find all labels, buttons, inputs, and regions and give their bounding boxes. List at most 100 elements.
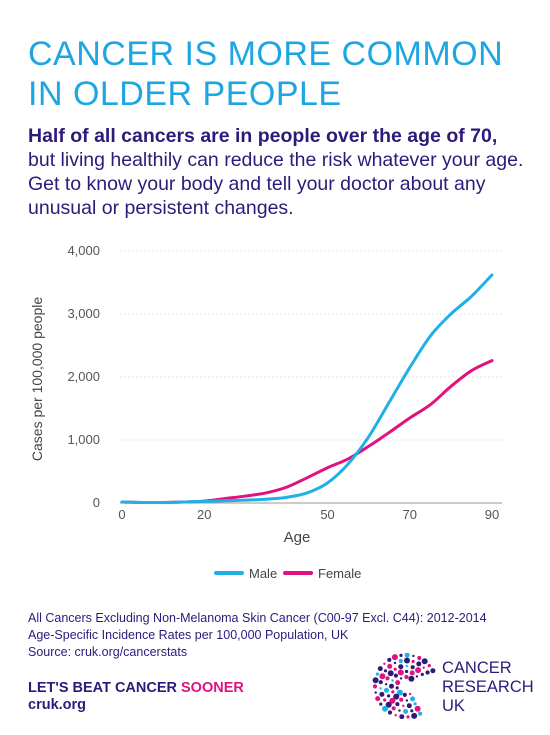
logo-dot xyxy=(391,679,394,682)
x-tick-label: 20 xyxy=(197,507,211,522)
logo-dot xyxy=(414,705,421,712)
logo-dot xyxy=(379,673,386,680)
intro-bold: Half of all cancers are in people over t… xyxy=(28,125,498,147)
logo-dot xyxy=(379,687,382,690)
source-line-1: All Cancers Excluding Non-Melanoma Skin … xyxy=(28,611,487,625)
y-tick-label: 0 xyxy=(93,495,100,510)
logo-dot xyxy=(389,683,394,689)
logo-dot xyxy=(402,692,407,697)
logo-dot xyxy=(391,654,398,661)
logo-dot xyxy=(387,694,391,698)
logo-dot xyxy=(405,669,409,674)
logo-dot xyxy=(408,675,415,682)
y-tick-label: 1,000 xyxy=(67,432,100,447)
logo-dot xyxy=(408,692,412,696)
logo-dot xyxy=(406,715,410,719)
title-line-1: CANCER IS MORE COMMON xyxy=(28,35,504,73)
logo-dot xyxy=(409,670,415,676)
logo-dot xyxy=(404,657,410,664)
logo-dot xyxy=(398,709,401,712)
logo-dot xyxy=(399,697,404,702)
cruk-logo-text: CANCER RESEARCH UK xyxy=(442,659,534,716)
slogan: LET'S BEAT CANCER SOONER xyxy=(28,679,244,697)
logo-dot xyxy=(395,686,399,690)
logo-dot xyxy=(383,698,387,702)
logo-dot xyxy=(384,683,388,686)
logo-dot xyxy=(399,714,405,719)
logo-dot xyxy=(379,691,385,697)
logo-dot xyxy=(398,664,404,670)
logo-dot xyxy=(415,675,419,678)
x-axis-label: Age xyxy=(284,529,311,546)
logo-dot xyxy=(385,676,390,681)
logo-dot xyxy=(413,702,417,706)
logo-dot xyxy=(387,710,393,715)
logo-dot xyxy=(391,706,396,711)
logo-dot xyxy=(375,696,381,702)
logo-dot xyxy=(374,691,377,694)
x-tick-label: 90 xyxy=(485,507,499,522)
logo-dot xyxy=(425,670,430,675)
logo-dot xyxy=(418,711,423,716)
logo-dot xyxy=(394,714,397,717)
y-axis-label: Cases per 100,000 people xyxy=(29,297,45,461)
logo-dot xyxy=(404,653,410,658)
logo-dot xyxy=(389,697,396,704)
logo-dot xyxy=(393,667,397,671)
logo-dot xyxy=(387,663,393,669)
logo-dot xyxy=(406,703,412,709)
logo-line-2: RESEARCH xyxy=(442,678,534,696)
logo-line-3: UK xyxy=(442,697,465,715)
site-link[interactable]: cruk.org xyxy=(28,697,87,713)
logo-dot xyxy=(379,702,383,706)
logo-dot xyxy=(399,677,403,680)
legend-label-male: Male xyxy=(249,566,277,581)
series-line-male xyxy=(120,273,494,505)
logo-dot xyxy=(422,666,425,669)
source-line-3: Source: cruk.org/cancerstats xyxy=(28,645,188,659)
x-tick-label: 70 xyxy=(403,507,417,522)
logo-dot xyxy=(412,654,415,658)
logo-dot xyxy=(396,689,403,696)
x-tick-label: 50 xyxy=(320,507,334,522)
logo-dot xyxy=(430,668,436,674)
logo-dot xyxy=(387,670,394,677)
logo-dot xyxy=(411,712,418,719)
logo-dot xyxy=(393,693,400,700)
logo-dot xyxy=(415,667,422,674)
logo-dot xyxy=(391,690,395,694)
logo-dot xyxy=(387,657,392,662)
logo-dot xyxy=(410,696,416,702)
logo-dot xyxy=(402,704,405,707)
logo-dot xyxy=(410,709,414,713)
logo-dot xyxy=(375,672,379,676)
logo-dot xyxy=(395,680,401,686)
y-tick-label: 3,000 xyxy=(67,306,100,321)
logo-dot xyxy=(417,655,422,661)
logo-dot xyxy=(404,674,409,680)
title-line-2: IN OLDER PEOPLE xyxy=(28,75,342,113)
logo-dot xyxy=(384,687,389,693)
logo-dot xyxy=(421,658,428,665)
logo-dot xyxy=(372,677,379,684)
logo-dot xyxy=(383,669,388,673)
logo-dot xyxy=(405,699,409,702)
page-title: CANCER IS MORE COMMON IN OLDER PEOPLE xyxy=(28,34,528,114)
cancer-research-uk-dots-logo-icon xyxy=(372,653,436,719)
logo-dot xyxy=(395,702,400,707)
logo-dot xyxy=(377,666,383,672)
intro-rest: but living healthily can reduce the risk… xyxy=(28,149,524,219)
logo-dot xyxy=(378,680,383,685)
slogan-accent: SOONER xyxy=(181,680,244,696)
incidence-line-chart: 0 1,000 2,000 3,000 4,000 0 20 50 70 90 Age Cases p… xyxy=(29,243,502,581)
logo-line-1: CANCER xyxy=(442,659,512,677)
logo-dot xyxy=(411,659,415,664)
logo-dot xyxy=(420,672,424,676)
y-tick-label: 4,000 xyxy=(67,243,100,258)
logo-dot xyxy=(416,661,422,667)
logo-dot xyxy=(393,661,397,665)
intro-paragraph: Half of all cancers are in people over t… xyxy=(28,124,528,220)
logo-dot xyxy=(397,669,404,676)
x-tick-label: 0 xyxy=(118,507,125,522)
series-line-female xyxy=(120,359,494,505)
